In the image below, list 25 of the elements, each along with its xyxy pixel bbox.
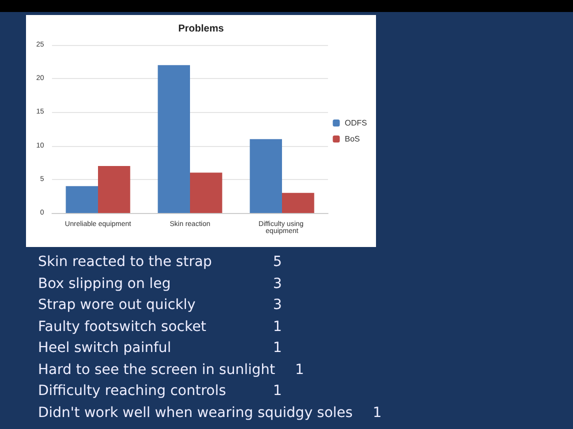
text: 1 bbox=[273, 383, 282, 399]
chart-title: Problems bbox=[178, 24, 224, 34]
legend-label: ODFS bbox=[344, 118, 368, 128]
text: Strap wore out quickly bbox=[38, 296, 197, 315]
text: Heel switch painful bbox=[38, 339, 172, 358]
text: Box slipping on leg bbox=[38, 274, 172, 294]
text: 3 bbox=[273, 297, 282, 313]
bar bbox=[190, 172, 222, 213]
text: 5 bbox=[273, 254, 282, 270]
text: Skin reacted to the strap bbox=[38, 253, 213, 272]
text: Difficulty reaching controls bbox=[38, 382, 228, 401]
text: 1 bbox=[273, 340, 282, 356]
bar bbox=[158, 65, 190, 213]
text: 1 bbox=[372, 404, 382, 420]
text: Faulty footswitch socket bbox=[38, 318, 208, 336]
bar bbox=[282, 192, 314, 213]
bar bbox=[98, 166, 130, 213]
text: Didn't work well when wearing squidgy soles bbox=[38, 404, 353, 422]
text: 1 bbox=[273, 318, 282, 334]
text: 1 bbox=[295, 362, 304, 378]
bar bbox=[250, 139, 282, 213]
bar bbox=[66, 186, 98, 213]
legend-label: BoS bbox=[344, 134, 360, 144]
text: 3 bbox=[273, 276, 282, 292]
text: Hard to see the screen in sunlight bbox=[38, 360, 276, 380]
